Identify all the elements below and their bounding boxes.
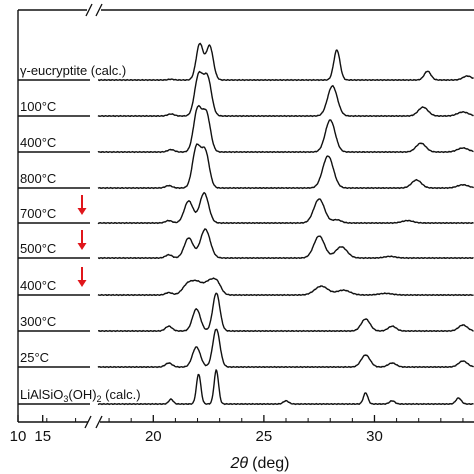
trace-group [18, 42, 474, 406]
x-tick-label: 25 [256, 428, 273, 445]
trace-line [97, 292, 474, 333]
arrow-group [77, 195, 87, 287]
red-arrow-icon [77, 195, 87, 215]
series-label: 700°C [20, 206, 56, 221]
series-label: 400°C [20, 135, 56, 150]
x-tick-label: 20 [145, 428, 162, 445]
red-arrow-icon [77, 230, 87, 250]
series-label: 300°C [20, 314, 56, 329]
trace-line [97, 104, 474, 154]
trace-line [97, 70, 474, 118]
x-axis: 10 15 20 25 30 [10, 415, 464, 445]
trace-line [97, 42, 474, 82]
x-axis-symbol: 2θ [230, 455, 249, 472]
red-arrow-icon [77, 267, 87, 287]
x-tick-label: 10 [10, 428, 27, 445]
series-label: 100°C [20, 99, 56, 114]
axis-break-mark [85, 3, 93, 17]
x-axis-unit: (deg) [252, 455, 289, 472]
axis-break-gap [88, 419, 100, 425]
x-axis-title: 2θ (deg) [230, 455, 290, 472]
series-label: 25°C [20, 350, 49, 365]
axis-break-mark [84, 415, 92, 429]
axis-break-mark [95, 3, 103, 17]
series-label: LiAlSiO3(OH)2 (calc.) [20, 387, 141, 404]
trace-line [97, 369, 474, 406]
trace-line [97, 228, 474, 260]
plot-frame [17, 3, 474, 429]
series-label: 500°C [20, 241, 56, 256]
series-label: 800°C [20, 171, 56, 186]
trace-line [97, 277, 474, 297]
series-label: γ-eucryptite (calc.) [20, 63, 126, 78]
series-label: 400°C [20, 278, 56, 293]
x-tick-label: 30 [366, 428, 383, 445]
trace-line [97, 143, 474, 190]
series-label-group: γ-eucryptite (calc.) 100°C 400°C 800°C 700°C… [20, 63, 141, 404]
trace-line [97, 328, 474, 369]
x-tick-label: 15 [34, 428, 51, 445]
trace-line [97, 191, 474, 225]
axis-break-mark [95, 415, 103, 429]
